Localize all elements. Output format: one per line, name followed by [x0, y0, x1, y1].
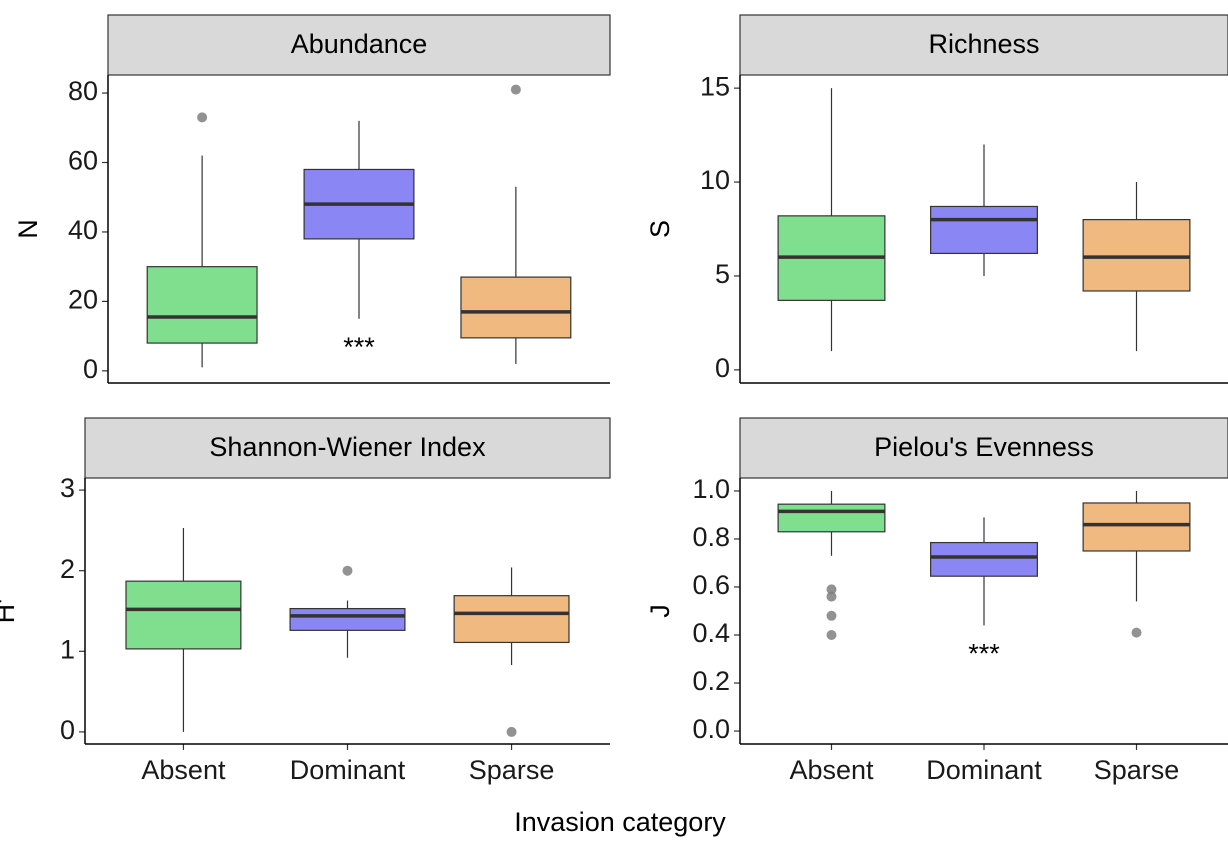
y-tick-label: 1.0 [692, 474, 730, 504]
y-axis-title: S [645, 220, 675, 238]
x-tick-label: Absent [789, 755, 874, 785]
y-axis-title: N [13, 219, 43, 239]
y-tick-label: 40 [68, 215, 98, 245]
facet-title: Shannon-Wiener Index [209, 432, 486, 462]
annotation: *** [968, 639, 1000, 669]
outlier [1131, 627, 1142, 638]
y-tick-label: 3 [60, 473, 75, 503]
outlier [342, 565, 353, 576]
facet-strip [739, 417, 1228, 479]
y-tick-label: 2 [60, 554, 75, 584]
box [1082, 219, 1191, 292]
y-tick-label: 0.2 [692, 666, 730, 696]
y-tick-label: 0 [715, 353, 730, 383]
facet-title: Pielou's Evenness [874, 432, 1094, 462]
box [930, 205, 1038, 255]
y-tick-label: 5 [715, 259, 730, 289]
x-tick-label: Dominant [290, 755, 406, 785]
x-tick-label: Dominant [926, 755, 1042, 785]
y-tick-label: 60 [68, 146, 98, 176]
outlier [826, 630, 837, 641]
outlier [826, 610, 837, 621]
y-tick-label: 10 [700, 165, 730, 195]
x-tick-label: Sparse [1094, 755, 1180, 785]
y-axis-title: H' [0, 599, 20, 624]
outlier [197, 112, 208, 123]
y-axis-title: J [645, 604, 675, 618]
y-tick-label: 1 [60, 634, 75, 664]
y-tick-label: 80 [68, 76, 98, 106]
y-tick-label: 15 [700, 71, 730, 101]
box [460, 276, 572, 339]
panel: Pielou's Evenness J 0.0 0.2 0.4 0.6 0.8 1.0 Abse… [645, 417, 1228, 785]
y-tick-label: 0.4 [692, 618, 730, 648]
y-tick-label: 20 [68, 285, 98, 315]
x-tick-label: Absent [141, 755, 226, 785]
y-tick-label: 0 [60, 715, 75, 745]
box [146, 266, 258, 344]
box [930, 541, 1038, 577]
y-tick-label: 0.8 [692, 522, 730, 552]
panel: Richness S 0 5 10 15 [645, 14, 1228, 384]
outlier [826, 584, 837, 595]
y-tick-label: 0.0 [692, 714, 730, 744]
box [777, 503, 886, 533]
outlier [506, 726, 517, 737]
y-tick-label: 0.6 [692, 570, 730, 600]
annotation: *** [343, 332, 375, 362]
facet-strip [84, 417, 611, 479]
box [125, 580, 242, 650]
panel: Abundance N 0 20 40 60 80 *** [13, 14, 611, 384]
outlier [826, 591, 837, 602]
x-axis-title: Invasion category [514, 807, 726, 837]
facet-strip [739, 14, 1228, 76]
panel: Shannon-Wiener Index H' 0 1 2 3 Absent Dominant… [0, 417, 611, 785]
box [1082, 502, 1191, 552]
y-tick-label: 0 [83, 354, 98, 384]
box [453, 595, 570, 644]
box [289, 607, 406, 631]
x-tick-label: Sparse [469, 755, 555, 785]
facet-title: Richness [928, 29, 1039, 59]
facet-strip [107, 14, 611, 76]
outlier [510, 84, 521, 95]
facet-title: Abundance [291, 29, 428, 59]
